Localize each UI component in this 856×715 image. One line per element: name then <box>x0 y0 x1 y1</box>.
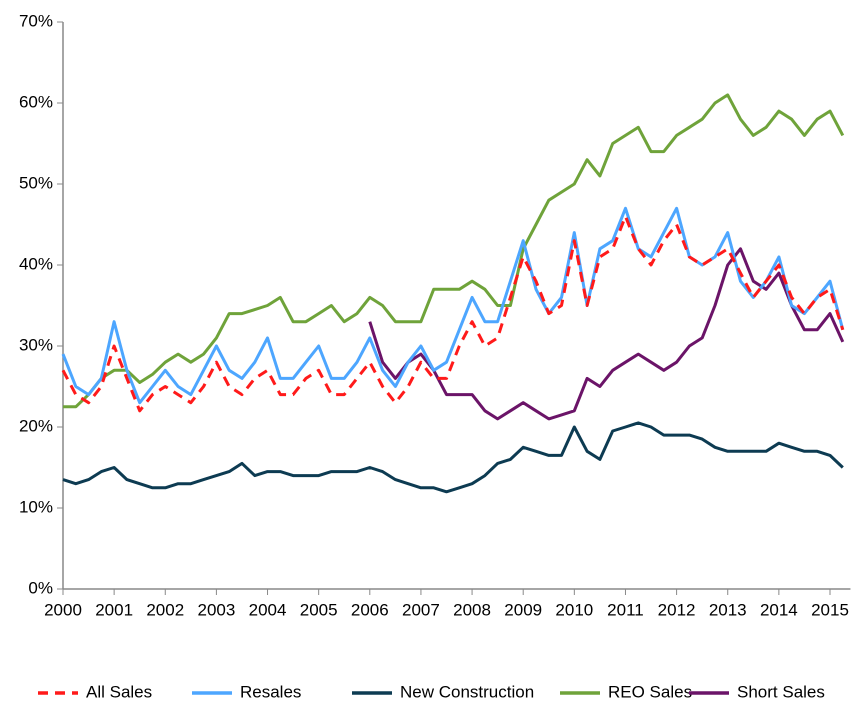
y-tick-label: 10% <box>19 497 53 516</box>
x-tick-label: 2000 <box>44 600 82 619</box>
legend-label: All Sales <box>86 682 152 701</box>
y-tick-label: 70% <box>19 11 53 30</box>
x-tick-label: 2011 <box>607 600 644 619</box>
x-tick-label: 2013 <box>709 600 747 619</box>
series-line <box>61 206 845 405</box>
x-tick-label: 2008 <box>453 600 491 619</box>
legend-label: Short Sales <box>737 682 825 701</box>
x-tick-label: 2006 <box>351 600 389 619</box>
x-tick-label: 2007 <box>402 600 440 619</box>
x-tick-label: 2012 <box>658 600 696 619</box>
x-tick-label: 2009 <box>504 600 542 619</box>
series-line <box>63 93 845 409</box>
y-tick-label: 60% <box>19 92 53 111</box>
legend-label: REO Sales <box>608 682 692 701</box>
series-line <box>61 214 845 413</box>
legend-label: New Construction <box>400 682 534 701</box>
y-tick-label: 50% <box>19 173 53 192</box>
series-line <box>368 247 845 421</box>
x-tick-label: 2005 <box>300 600 338 619</box>
x-tick-label: 2015 <box>811 600 849 619</box>
y-tick-label: 0% <box>28 578 53 597</box>
y-tick-label: 30% <box>19 335 53 354</box>
x-tick-label: 2002 <box>146 600 184 619</box>
x-tick-label: 2010 <box>555 600 593 619</box>
x-tick-label: 2001 <box>95 600 133 619</box>
x-tick-label: 2004 <box>249 600 287 619</box>
x-tick-label: 2003 <box>197 600 235 619</box>
y-tick-label: 40% <box>19 254 53 273</box>
x-tick-label: 2014 <box>760 600 798 619</box>
y-tick-label: 20% <box>19 416 53 435</box>
legend-label: Resales <box>240 682 301 701</box>
series-line <box>62 421 844 494</box>
